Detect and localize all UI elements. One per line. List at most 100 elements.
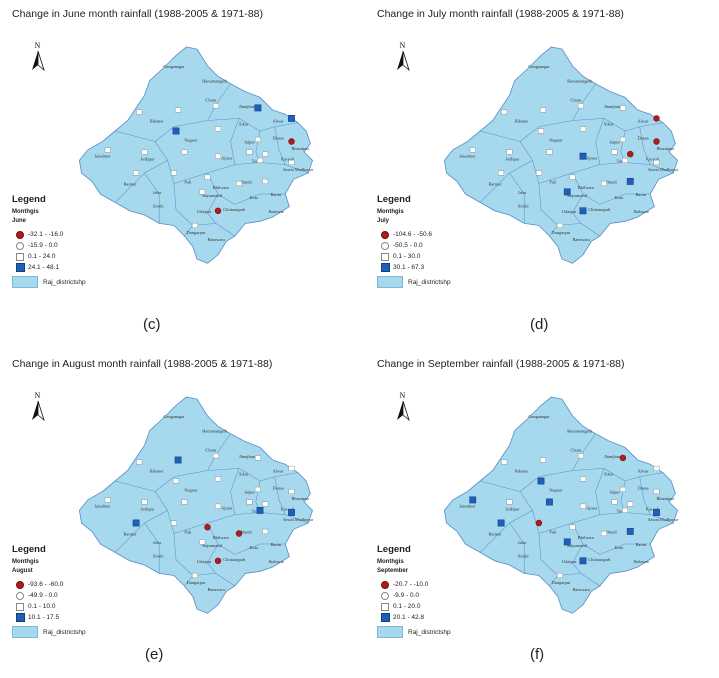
district-border (154, 468, 240, 492)
district-label: Barmer (489, 532, 503, 537)
legend-symbol-white-square (377, 252, 393, 261)
district-border (509, 522, 525, 574)
marker-white-square (601, 180, 607, 187)
marker-white-square (501, 459, 508, 465)
district-border (144, 522, 160, 574)
district-label: Jaisalmer (94, 503, 111, 508)
legend-item-label: 0.1 - 10.0 (28, 603, 56, 610)
district-label: Udaipur (197, 209, 212, 214)
district-border (595, 118, 605, 165)
marker-white-square (580, 503, 586, 509)
marker-white-square (506, 499, 513, 505)
marker-white-square (199, 539, 206, 545)
district-label: Hanumangarh (202, 79, 228, 84)
legend-layer: September (377, 568, 409, 574)
legend-symbol-blue-square (377, 613, 393, 622)
district-label: Udaipur (197, 559, 212, 564)
legend-symbol-red-circle (12, 230, 28, 239)
legend-symbol-white-square (12, 252, 28, 261)
north-arrow-icon: N (395, 390, 411, 424)
district-border (572, 433, 596, 471)
district-border (509, 172, 525, 224)
legend-symbol-red-circle (377, 230, 393, 239)
legend-item-label: 30.1 - 67.3 (393, 264, 425, 271)
marker-white-square (254, 455, 261, 461)
district-label: Bikaner (150, 469, 164, 474)
district-label: Tonk (617, 159, 627, 164)
district-border (238, 118, 298, 132)
district-label: Bundi (241, 180, 253, 185)
caption-c: (c) (143, 316, 161, 333)
marker-white-square (199, 189, 206, 195)
district-label: Churu (205, 98, 217, 103)
north-arrow-icon: N (30, 40, 46, 74)
marker-blue-square (563, 538, 571, 546)
legend-symbol-white-circle (377, 591, 393, 600)
legend-symbol-white-circle (377, 241, 393, 250)
marker-white-square (191, 222, 198, 229)
district-label: Sikar (239, 122, 249, 127)
map-legend: Legend Monthgis July -104.6 - -50.6 -50.5 - … (377, 194, 537, 288)
marker-blue-square (653, 509, 660, 516)
district-border (154, 118, 240, 142)
marker-white-square (175, 107, 182, 113)
district-label: Dungarpur (187, 230, 207, 235)
marker-blue-square (254, 104, 262, 112)
marker-white-square (212, 453, 219, 459)
legend-symbol-red-circle (12, 580, 28, 589)
district-label: Sawai Madhopur (283, 167, 314, 172)
district-label: Ajmer (221, 505, 233, 510)
district-label: Churu (205, 448, 217, 453)
map-legend: Legend Monthgis August -93.6 - -60.0 -49.9 -… (12, 544, 172, 638)
district-border (115, 130, 175, 184)
legend-item-label: -32.1 - -16.0 (28, 231, 64, 238)
district-label: Jaisalmer (459, 503, 476, 508)
caption-e: (e) (145, 646, 164, 663)
north-label: N (35, 41, 41, 50)
district-label: Nagaur (184, 488, 197, 493)
state-outline (78, 46, 313, 264)
marker-blue-square (172, 127, 180, 135)
map-title: Change in June month rainfall (1988-2005… (12, 8, 264, 20)
district-border (538, 162, 674, 184)
district-label: Sikar (604, 472, 614, 477)
district-label: Tonk (252, 509, 262, 514)
marker-white-square (288, 159, 295, 166)
marker-white-square (622, 157, 628, 163)
marker-white-square (136, 459, 143, 465)
district-label: Hanumangarh (567, 429, 593, 434)
marker-white-square (498, 170, 505, 176)
district-label: Sirohi (518, 204, 530, 209)
district-border (572, 172, 651, 205)
marker-red-circle (627, 150, 634, 158)
district-border (519, 118, 605, 142)
marker-blue-square (579, 557, 587, 565)
legend-symbol-white-circle (12, 591, 28, 600)
legend-item: 0.1 - 30.0 (377, 251, 537, 262)
district-label: Chittaurgarh (223, 557, 246, 562)
district-label: Jaipur (244, 490, 255, 495)
district-label: Jhalawar (268, 559, 284, 564)
marker-white-square (577, 103, 584, 109)
district-label: Jhalawar (633, 209, 649, 214)
marker-white-square (577, 453, 584, 459)
legend-symbol-white-square (12, 602, 28, 611)
marker-white-square (611, 149, 618, 155)
district-border (144, 172, 160, 224)
marker-blue-square (132, 519, 140, 527)
blue-square-icon (15, 613, 25, 622)
district-label: Churu (570, 448, 582, 453)
marker-white-square (104, 147, 111, 153)
map-panel-e: Change in August month rainfall (1988-20… (0, 358, 340, 658)
district-label: Jodhpur (140, 156, 155, 161)
district-border (519, 468, 605, 492)
north-arrow-icon: N (395, 40, 411, 74)
shapefile-swatch (377, 626, 403, 638)
district-label: Sikar (604, 122, 614, 127)
district-label: Sirohi (153, 204, 165, 209)
district-label: Kota (615, 195, 624, 200)
district-label: Pali (184, 530, 192, 535)
district-label: Tonk (252, 159, 262, 164)
shapefile-swatch (377, 276, 403, 288)
district-label: Jhalawar (268, 209, 284, 214)
